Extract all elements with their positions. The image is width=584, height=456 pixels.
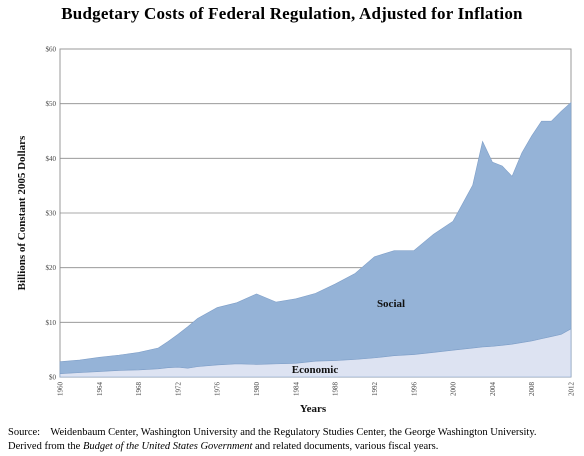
source-publication-title: Budget of the United States Government: [82, 441, 253, 452]
x-tick-label: 2012: [568, 382, 576, 397]
x-axis-title: Years: [300, 403, 327, 415]
x-tick-label: 2008: [528, 382, 536, 397]
y-tick-label: $0: [49, 374, 57, 382]
source-text-prefix: Derived from the: [8, 441, 83, 452]
x-tick-label: 1960: [57, 382, 65, 397]
x-tick-label: 1964: [96, 382, 104, 397]
x-tick-labels: 1960 1964 1968 1972 1976 1980 1984 1988 1992 1996…: [57, 382, 576, 397]
x-tick-label: 1996: [410, 382, 418, 397]
chart-title: Budgetary Costs of Federal Regulation, A…: [61, 4, 523, 23]
economic-area: [59, 328, 572, 378]
source-note-line-2: Derived from the Budget of the United St…: [8, 441, 438, 452]
y-tick-label: $30: [46, 210, 57, 218]
x-tick-label: 1976: [214, 382, 222, 397]
x-tick-label: 1992: [371, 382, 379, 397]
x-tick-label: 1980: [253, 382, 261, 397]
source-text-suffix: and related documents, various fiscal ye…: [252, 441, 439, 452]
y-tick-label: $20: [46, 264, 57, 272]
y-tick-label: $40: [46, 155, 57, 163]
x-tick-label: 2000: [450, 382, 458, 397]
y-tick-label: $50: [46, 100, 57, 108]
y-axis-title: Billions of Constant 2005 Dollars: [16, 135, 28, 290]
x-tick-label: 1988: [332, 382, 340, 397]
y-tick-label: $60: [46, 46, 57, 54]
y-tick-label: $10: [46, 319, 57, 327]
social-area-label: Social: [377, 298, 405, 310]
economic-area-label: Economic: [292, 364, 339, 376]
y-tick-labels: $0 $10 $20 $30 $40 $50 $60: [46, 46, 57, 382]
x-tick-label: 1968: [135, 382, 143, 397]
x-tick-label: 1984: [292, 382, 300, 397]
x-tick-label: 1972: [174, 382, 182, 397]
x-tick-label: 2004: [489, 382, 497, 397]
source-note-line-1: Source: Weidenbaum Center, Washington Un…: [8, 427, 537, 438]
source-label: Source:: [8, 427, 41, 438]
source-text: Weidenbaum Center, Washington University…: [50, 427, 537, 438]
